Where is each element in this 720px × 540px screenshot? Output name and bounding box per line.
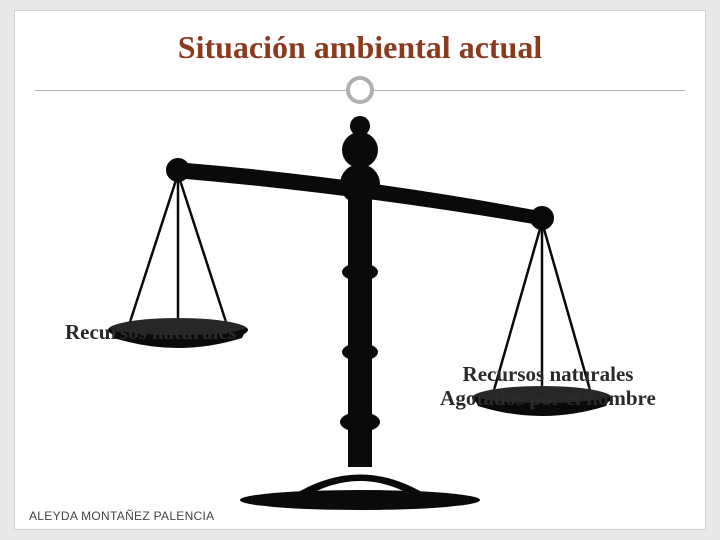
- slide-title: Situación ambiental actual: [15, 11, 705, 76]
- slide-container: Situación ambiental actual: [14, 10, 706, 530]
- label-right-line2: Agotados por el hombre: [440, 386, 656, 410]
- label-left: Recursos naturales: [65, 320, 305, 344]
- footer-author: ALEYDA MONTAÑEZ PALENCIA: [29, 509, 214, 523]
- balance-scale-icon: [70, 102, 650, 512]
- label-right-line1: Recursos naturales: [463, 362, 634, 386]
- label-right: Recursos naturales Agotados por el hombr…: [413, 362, 683, 410]
- content-area: Recursos naturales Recursos naturales Ag…: [15, 112, 705, 512]
- divider-circle-icon: [346, 76, 374, 104]
